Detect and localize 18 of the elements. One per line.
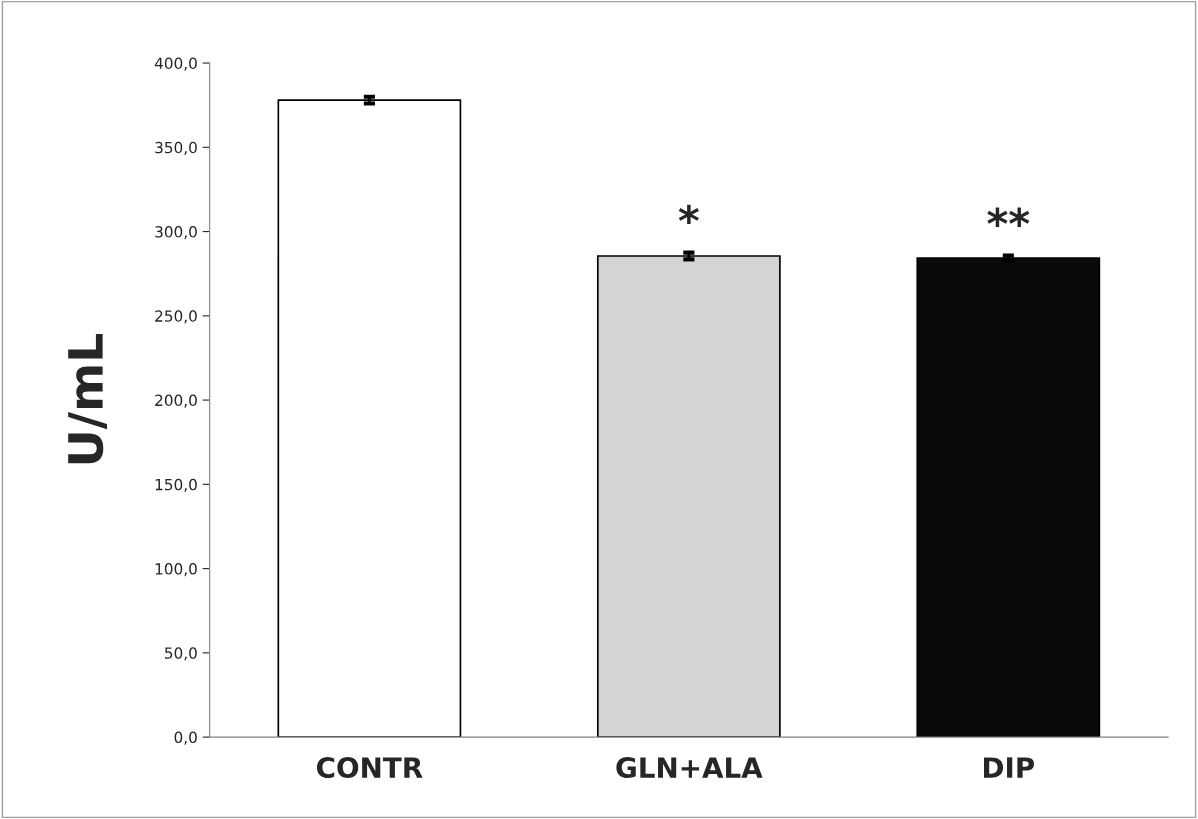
y-tick-label: 250,0 [155, 310, 197, 324]
y-tick-label: 200,0 [155, 394, 197, 408]
y-tick-label: 150,0 [155, 478, 197, 492]
x-tick-label: CONTR [316, 757, 423, 779]
y-tick-label: 50,0 [165, 647, 197, 661]
y-tick-label: 400,0 [154, 57, 197, 71]
bar [916, 257, 1101, 738]
y-axis-title: U/mL [68, 333, 107, 464]
y-tick-label: 0,0 [174, 731, 197, 745]
y-tick-label: 100,0 [155, 563, 197, 577]
x-tick-label: GLN+ALA [616, 757, 763, 779]
bar [277, 99, 462, 738]
y-tick-label: 350,0 [155, 141, 197, 155]
y-tick-label: 300,0 [155, 226, 197, 240]
annotation: ** [987, 207, 1030, 227]
bar [596, 255, 781, 738]
x-tick-label: DIP [983, 757, 1035, 778]
annotation: * [678, 204, 699, 225]
